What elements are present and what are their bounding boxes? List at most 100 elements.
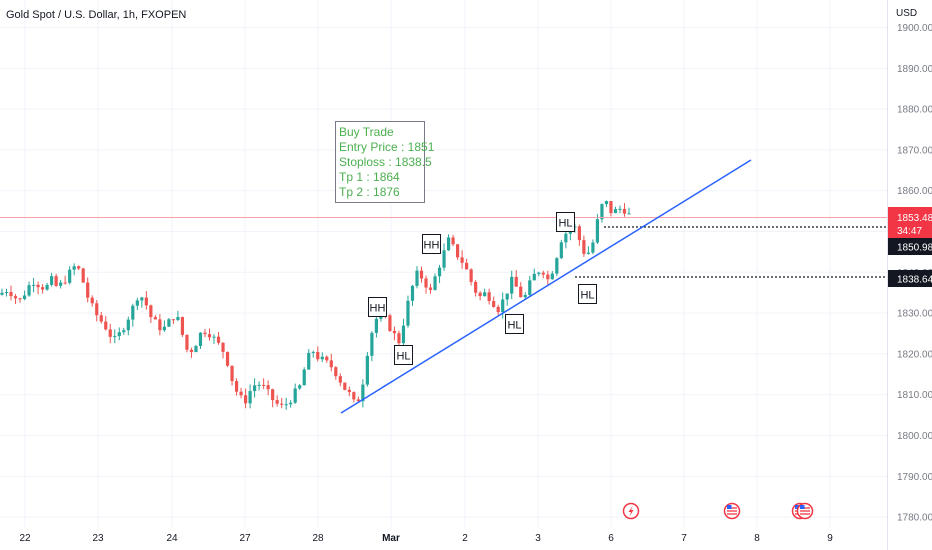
price-tick-label: 1860.00	[897, 186, 932, 197]
candle-body	[505, 293, 509, 300]
candle-body	[95, 303, 99, 316]
candle-body	[356, 399, 360, 402]
candle-body	[325, 356, 329, 361]
candle-body	[419, 270, 424, 279]
candle-body	[212, 336, 216, 338]
time-tick-label: 8	[754, 533, 760, 544]
candle-body	[307, 352, 311, 370]
pattern-marker[interactable]: HL	[578, 284, 597, 304]
candle-body	[559, 242, 563, 259]
candle-body	[262, 384, 266, 386]
candle-body	[401, 325, 406, 344]
candle-body	[496, 306, 500, 313]
pattern-marker[interactable]: HL	[556, 212, 575, 232]
candle-body	[117, 332, 121, 337]
ray-2-price-label: 1838.64	[888, 270, 932, 287]
pattern-marker-box	[422, 234, 441, 254]
candle-body	[424, 278, 428, 288]
candle-body	[271, 389, 275, 401]
candle-body	[36, 284, 40, 288]
chart-title: Gold Spot / U.S. Dollar, 1h, FXOPEN	[6, 9, 187, 21]
time-tick-label: 2	[462, 533, 468, 544]
pattern-marker-box	[505, 314, 524, 334]
candle-body	[474, 281, 478, 293]
candle-body	[185, 334, 189, 350]
candle-body	[555, 258, 559, 274]
candle-body	[469, 269, 473, 282]
candle-body	[126, 319, 130, 331]
flash-icon-bolt	[628, 506, 634, 517]
ray-1-value: 1850.98	[897, 243, 932, 254]
price-axis-unit[interactable]: USD	[896, 8, 918, 19]
candle-body	[104, 321, 108, 330]
candle-body	[68, 269, 72, 283]
candle-body	[81, 268, 85, 283]
candle-body	[99, 315, 103, 322]
price-tick-label: 1790.00	[897, 472, 932, 483]
pattern-marker-label: HL	[507, 320, 521, 332]
candle-body	[442, 250, 446, 268]
candle-body	[18, 298, 22, 300]
candle-body	[230, 365, 234, 382]
pattern-marker-label: HH	[424, 240, 440, 252]
candle-body	[289, 402, 293, 405]
pattern-marker[interactable]: HH	[368, 297, 387, 317]
candle-body	[266, 385, 270, 390]
economic-event-flash-icon[interactable]	[622, 502, 640, 520]
candle-body	[189, 349, 194, 353]
time-tick-label: 27	[239, 533, 251, 544]
candle-body	[149, 305, 153, 318]
candle-body	[546, 274, 550, 280]
trendline[interactable]	[340, 159, 752, 414]
economic-events[interactable]	[622, 502, 814, 520]
grid	[0, 0, 887, 527]
candle-body	[622, 208, 627, 214]
pattern-marker-box	[556, 212, 575, 232]
candle-body	[275, 400, 279, 404]
candle-body	[483, 292, 487, 297]
economic-event-us-flag-icon[interactable]	[796, 502, 814, 520]
candle-body	[207, 334, 212, 338]
candle-body	[131, 305, 135, 320]
pattern-marker[interactable]: HH	[422, 234, 441, 254]
price-tick-label: 1800.00	[897, 431, 932, 442]
candle-body	[492, 301, 496, 307]
trendlines[interactable]	[340, 159, 752, 414]
candle-body	[406, 300, 410, 326]
candle-body	[158, 319, 162, 331]
candle-body	[50, 276, 54, 285]
candle-body	[455, 244, 460, 258]
candle-body	[31, 284, 36, 286]
candle-body	[298, 385, 302, 389]
trade-note-line: Tp 2 : 1876	[339, 185, 400, 199]
candle-body	[370, 332, 374, 356]
time-tick-label: Mar	[382, 533, 400, 544]
pattern-marker[interactable]: HL	[394, 345, 413, 365]
candle-body	[63, 282, 67, 284]
candle-body	[365, 355, 369, 385]
candle-body	[334, 367, 338, 377]
candle-body	[243, 395, 248, 404]
flag-canton	[727, 505, 732, 509]
pattern-marker[interactable]: HL	[505, 314, 524, 334]
trade-note-line: Entry Price : 1851	[339, 140, 435, 154]
candle-body	[338, 376, 342, 383]
candle-body	[40, 287, 45, 290]
candle-body	[248, 391, 252, 404]
candle-body	[253, 385, 257, 392]
price-lines	[0, 217, 887, 278]
candle-body	[374, 318, 378, 333]
candle-body	[144, 297, 148, 306]
pattern-marker-box	[368, 297, 387, 317]
economic-event-us-flag-icon[interactable]	[723, 502, 741, 520]
candle-body	[234, 381, 239, 392]
candle-body	[361, 384, 365, 402]
candle-body	[45, 284, 49, 290]
candle-body	[176, 317, 180, 321]
time-tick-label: 24	[166, 533, 178, 544]
candle-body	[54, 276, 58, 286]
